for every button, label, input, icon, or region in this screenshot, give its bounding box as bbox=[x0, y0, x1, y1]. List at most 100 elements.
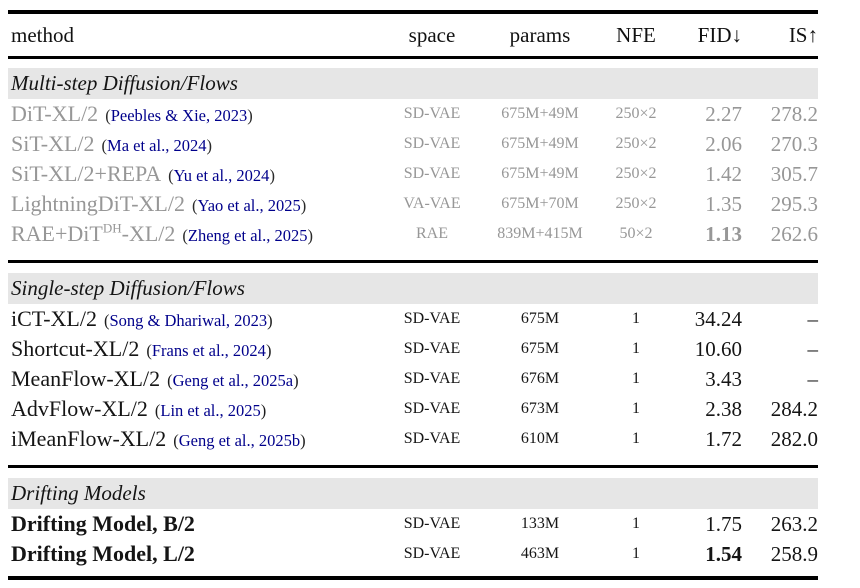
citation-paren: ( bbox=[101, 136, 108, 155]
params-value: 675M bbox=[520, 340, 560, 357]
col-header-nfe: NFE bbox=[616, 22, 656, 47]
fid-value: 1.35 bbox=[705, 191, 742, 216]
citation-text: Song & Dhariwal, 2023 bbox=[109, 311, 268, 330]
fid-value: 3.43 bbox=[705, 366, 742, 391]
method-cell: MeanFlow-XL/2 (Geng et al., 2025a) bbox=[8, 366, 384, 392]
is-value: – bbox=[807, 366, 819, 391]
params-value: 675M+70M bbox=[501, 195, 579, 212]
method-cell: LightningDiT-XL/2 (Yao et al., 2025) bbox=[8, 191, 384, 217]
citation-text: Geng et al., 2025a bbox=[172, 371, 294, 390]
header-row: method space params NFE FID↓ IS↑ bbox=[8, 14, 818, 56]
citation-link[interactable]: (Ma et al., 2024) bbox=[102, 136, 212, 155]
table-row: Drifting Model, L/2 SD-VAE 463M 1 1.54 258.9 bbox=[8, 539, 818, 569]
is-value: – bbox=[807, 336, 819, 361]
method-cell: Shortcut-XL/2 (Frans et al., 2024) bbox=[8, 336, 384, 362]
citation-paren: ) bbox=[307, 226, 314, 246]
bottom-rule bbox=[8, 576, 818, 580]
nfe-value: 250×2 bbox=[615, 195, 657, 212]
space-value: SD-VAE bbox=[403, 340, 461, 357]
citation-paren: ( bbox=[146, 341, 152, 360]
table-row: iCT-XL/2 (Song & Dhariwal, 2023) SD-VAE 675… bbox=[8, 304, 818, 334]
table-row: Shortcut-XL/2 (Frans et al., 2024) SD-VAE 6… bbox=[8, 334, 818, 364]
citation-paren: ) bbox=[247, 106, 253, 125]
citation-link[interactable]: (Geng et al., 2025b) bbox=[173, 431, 305, 450]
fid-value: 1.13 bbox=[705, 221, 742, 246]
is-value: 282.0 bbox=[770, 426, 818, 451]
is-value: 278.2 bbox=[770, 101, 818, 126]
nfe-value: 250×2 bbox=[615, 105, 657, 122]
nfe-value: 250×2 bbox=[615, 135, 657, 152]
space-value: SD-VAE bbox=[403, 165, 461, 182]
citation-paren: ) bbox=[267, 311, 273, 330]
section-divider-rule bbox=[8, 260, 818, 263]
method-name: SiT-XL/2+REPA bbox=[11, 161, 162, 186]
method-name: Drifting Model, B/2 bbox=[11, 511, 195, 536]
method-cell: SiT-XL/2 (Ma et al., 2024) bbox=[8, 131, 384, 157]
fid-value: 2.06 bbox=[705, 131, 742, 156]
citation-link[interactable]: (Zheng et al., 2025) bbox=[182, 226, 313, 245]
citation-link[interactable]: (Song & Dhariwal, 2023) bbox=[104, 311, 273, 330]
fid-value: 2.27 bbox=[705, 101, 742, 126]
params-value: 676M bbox=[520, 370, 560, 387]
params-value: 675M+49M bbox=[501, 165, 579, 182]
citation-link[interactable]: (Lin et al., 2025) bbox=[155, 401, 266, 420]
method-name: MeanFlow-XL/2 bbox=[11, 366, 161, 391]
method-cell: RAE+DiTDH-XL/2 (Zheng et al., 2025) bbox=[8, 221, 384, 247]
col-header-method: method bbox=[11, 22, 74, 47]
citation-paren: ) bbox=[265, 341, 272, 360]
citation-link[interactable]: (Peebles & Xie, 2023) bbox=[105, 106, 253, 125]
citation-paren: ( bbox=[191, 196, 198, 215]
params-value: 673M bbox=[520, 400, 560, 417]
nfe-value: 1 bbox=[632, 400, 640, 417]
method-cell: AdvFlow-XL/2 (Lin et al., 2025) bbox=[8, 396, 384, 422]
table-row: LightningDiT-XL/2 (Yao et al., 2025) VA-VA… bbox=[8, 189, 818, 219]
citation-paren: ( bbox=[168, 166, 174, 185]
space-value: SD-VAE bbox=[403, 135, 461, 152]
nfe-value: 1 bbox=[632, 515, 640, 532]
citation-paren: ) bbox=[293, 371, 299, 390]
section-header: Drifting Models bbox=[8, 478, 818, 509]
table-row: SiT-XL/2 (Ma et al., 2024) SD-VAE 675M+49M 2… bbox=[8, 129, 818, 159]
is-value: 263.2 bbox=[770, 511, 818, 536]
params-value: 610M bbox=[520, 430, 560, 447]
citation-text: Yu et al., 2024 bbox=[173, 166, 270, 185]
col-header-params: params bbox=[509, 22, 571, 47]
fid-value: 1.42 bbox=[705, 161, 742, 186]
citation-paren: ( bbox=[154, 401, 161, 420]
top-rule bbox=[8, 10, 818, 14]
section-header: Single-step Diffusion/Flows bbox=[8, 273, 818, 304]
method-cell: DiT-XL/2 (Peebles & Xie, 2023) bbox=[8, 101, 384, 127]
fid-value: 2.38 bbox=[705, 396, 742, 421]
col-header-space: space bbox=[408, 22, 456, 47]
method-cell: iMeanFlow-XL/2 (Geng et al., 2025b) bbox=[8, 426, 384, 452]
citation-link[interactable]: (Geng et al., 2025a) bbox=[167, 371, 299, 390]
method-name: DiT-XL/2 bbox=[11, 101, 99, 126]
method-name: iCT-XL/2 bbox=[11, 306, 97, 331]
nfe-value: 250×2 bbox=[615, 165, 657, 182]
is-value: 284.2 bbox=[770, 396, 818, 421]
citation-paren: ) bbox=[260, 401, 267, 420]
citation-paren: ( bbox=[105, 106, 111, 125]
nfe-value: 1 bbox=[632, 545, 640, 562]
col-header-is: IS↑ bbox=[788, 22, 818, 47]
citation-paren: ( bbox=[173, 431, 179, 450]
space-value: SD-VAE bbox=[403, 515, 461, 532]
fid-value: 1.75 bbox=[705, 511, 742, 536]
table-body: Multi-step Diffusion/Flows DiT-XL/2 (Peebl… bbox=[8, 68, 818, 569]
method-name: RAE+DiTDH-XL/2 bbox=[11, 220, 176, 247]
citation-text: Lin et al., 2025 bbox=[160, 401, 261, 420]
method-name: LightningDiT-XL/2 bbox=[11, 191, 185, 216]
table-row: SiT-XL/2+REPA (Yu et al., 2024) SD-VAE 675M… bbox=[8, 159, 818, 189]
is-value: 295.3 bbox=[770, 191, 818, 216]
citation-paren: ( bbox=[167, 371, 173, 390]
citation-text: Frans et al., 2024 bbox=[151, 341, 266, 360]
header-rule bbox=[8, 56, 818, 59]
citation-link[interactable]: (Yao et al., 2025) bbox=[192, 196, 306, 215]
table-row: iMeanFlow-XL/2 (Geng et al., 2025b) SD-VAE… bbox=[8, 424, 818, 454]
citation-link[interactable]: (Yu et al., 2024) bbox=[168, 166, 275, 185]
params-value: 839M+415M bbox=[497, 225, 583, 242]
results-table: method space params NFE FID↓ IS↑ Multi-s… bbox=[8, 10, 818, 580]
method-name: Drifting Model, L/2 bbox=[11, 541, 195, 566]
citation-link[interactable]: (Frans et al., 2024) bbox=[146, 341, 271, 360]
method-name: SiT-XL/2 bbox=[11, 131, 95, 156]
